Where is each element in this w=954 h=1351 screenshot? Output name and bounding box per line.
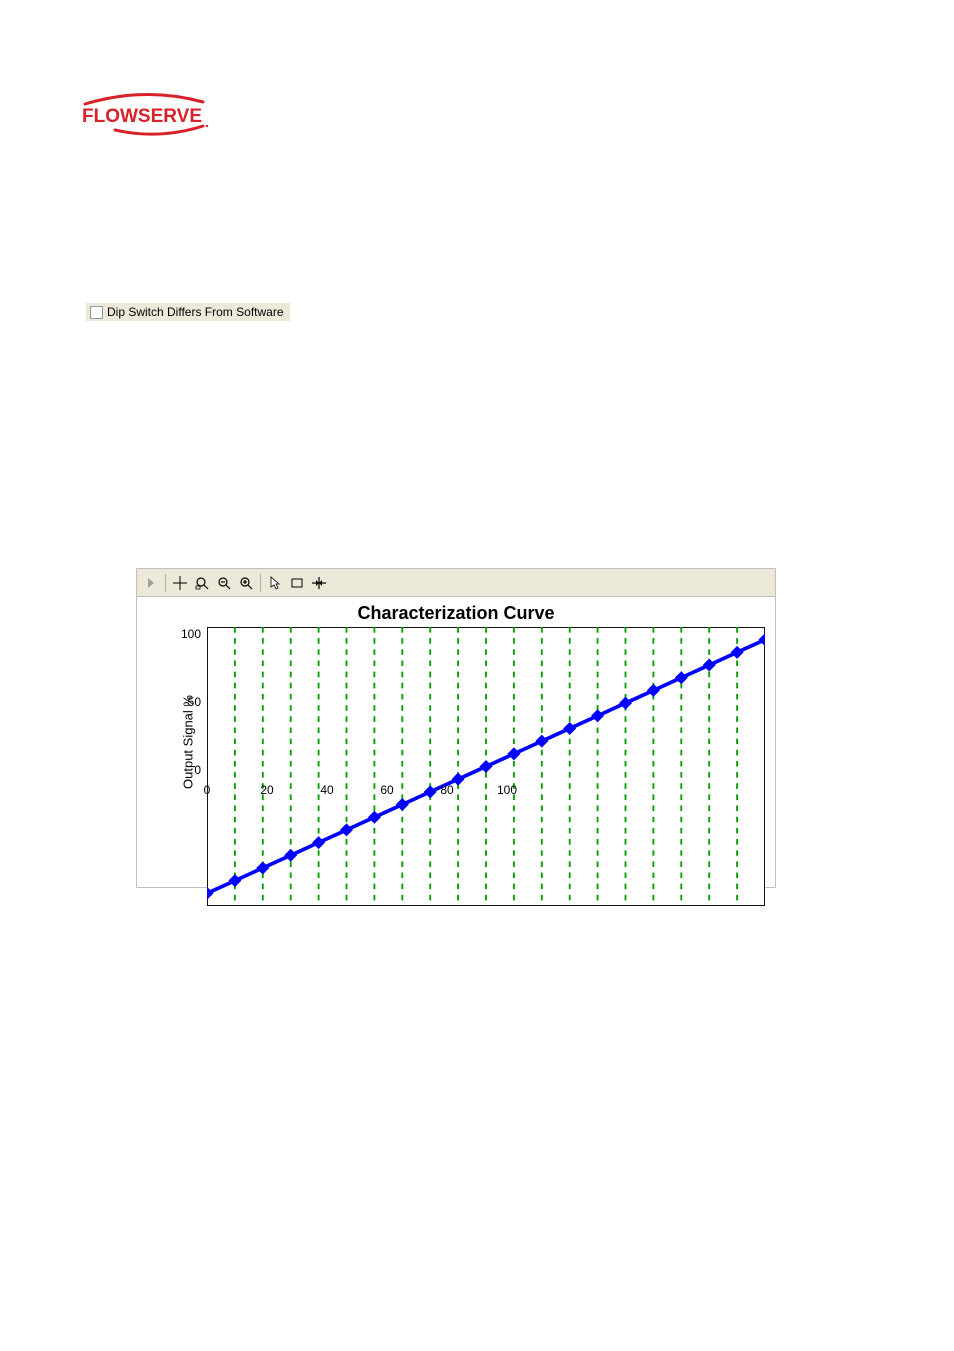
chart-area: Characterization Curve Output Signal % I…: [137, 597, 775, 887]
dip-switch-panel: Dip Switch Differs From Software: [86, 303, 290, 321]
y-tick-label: 100: [171, 627, 201, 641]
toolbar-divider: [260, 574, 261, 592]
x-tick-label: 40: [312, 783, 342, 797]
zoom-out-icon[interactable]: [216, 575, 232, 591]
brand-logo: FLOWSERVE: [75, 90, 215, 145]
play-icon[interactable]: [143, 575, 159, 591]
y-tick-label: 0: [171, 763, 201, 777]
x-tick-label: 100: [492, 783, 522, 797]
x-tick-label: 0: [192, 783, 222, 797]
chart-plot: [207, 627, 765, 906]
pointer-icon[interactable]: [267, 575, 283, 591]
x-tick-label: 80: [432, 783, 462, 797]
dip-switch-checkbox[interactable]: [90, 306, 103, 319]
x-tick-label: 60: [372, 783, 402, 797]
zoom-area-icon[interactable]: [194, 575, 210, 591]
x-tick-label: 20: [252, 783, 282, 797]
dip-switch-label: Dip Switch Differs From Software: [107, 305, 284, 319]
chart-toolbar: [137, 569, 775, 597]
logo-text: FLOWSERVE: [82, 106, 202, 127]
span-icon[interactable]: [311, 575, 327, 591]
toolbar-divider: [165, 574, 166, 592]
chart-title: Characterization Curve: [137, 603, 775, 624]
crosshair-icon[interactable]: [172, 575, 188, 591]
zoom-in-icon[interactable]: [238, 575, 254, 591]
box-icon[interactable]: [289, 575, 305, 591]
characterization-chart-panel: Characterization Curve Output Signal % I…: [136, 568, 776, 888]
y-tick-label: 50: [171, 695, 201, 709]
